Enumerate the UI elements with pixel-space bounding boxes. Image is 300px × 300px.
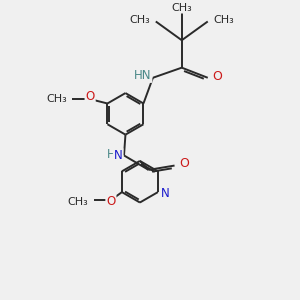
Text: O: O (212, 70, 222, 83)
Text: CH₃: CH₃ (213, 15, 234, 25)
Text: O: O (179, 157, 189, 170)
Text: N: N (161, 187, 170, 200)
Text: CH₃: CH₃ (68, 196, 88, 207)
Text: O: O (85, 90, 95, 103)
Text: HN: HN (134, 69, 152, 82)
Text: CH₃: CH₃ (130, 15, 151, 25)
Text: CH₃: CH₃ (171, 3, 192, 13)
Text: N: N (114, 149, 123, 162)
Text: CH₃: CH₃ (46, 94, 67, 104)
Text: O: O (106, 195, 116, 208)
Text: H: H (107, 148, 116, 160)
